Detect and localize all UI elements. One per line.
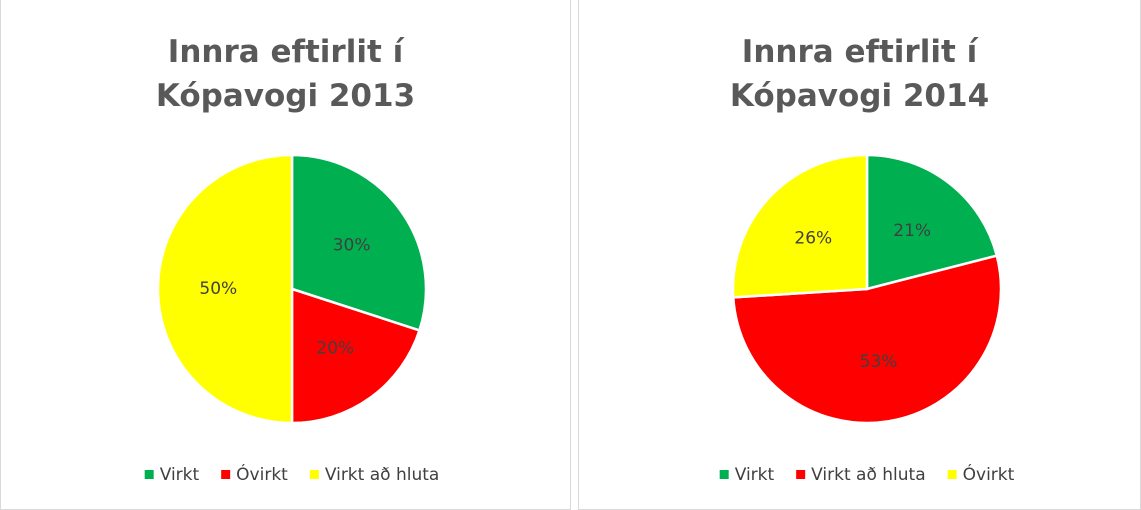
pie-slice: [290, 287, 422, 425]
chart: 30% 20% 50% Virkt Óvirkt Virkt að hluta: [144, 153, 439, 485]
pie-slice: [156, 153, 294, 425]
legend-label: Óvirkt: [236, 463, 288, 485]
pie-slice: [731, 153, 869, 299]
chart-panel: 21% 53% 26% Virkt Virkt að hluta Óvirkt Innra…: [578, 0, 1141, 510]
legend-swatch: [144, 470, 154, 479]
chart-panel: 30% 20% 50% Virkt Óvirkt Virkt að hluta Innra…: [0, 0, 571, 510]
data-label: 30%: [333, 236, 371, 256]
legend-swatch: [309, 470, 319, 479]
chart: 21% 53% 26% Virkt Virkt að hluta Óvirkt: [719, 153, 1015, 485]
data-label: 20%: [316, 339, 354, 359]
legend-swatch: [221, 470, 231, 479]
data-label: 21%: [893, 221, 931, 241]
pie-slice: [865, 153, 999, 291]
data-label: 50%: [199, 279, 237, 299]
legend-swatch: [947, 470, 957, 479]
legend-label: Óvirkt: [963, 463, 1015, 485]
legend-swatch: [719, 470, 729, 479]
legend-label: Virkt að hluta: [325, 465, 439, 485]
data-label: 26%: [794, 229, 832, 249]
pie-slice: [731, 254, 1003, 425]
chart-title: Innra eftirlit í Kópavogi 2013: [155, 34, 416, 114]
chart-title: Innra eftirlit í Kópavogi 2014: [729, 34, 990, 114]
legend-label: Virkt: [160, 465, 200, 485]
data-label: 53%: [860, 352, 898, 372]
legend-label: Virkt: [735, 465, 775, 485]
legend-swatch: [796, 470, 806, 479]
legend-label: Virkt að hluta: [811, 465, 925, 485]
pie-slice: [290, 153, 428, 332]
